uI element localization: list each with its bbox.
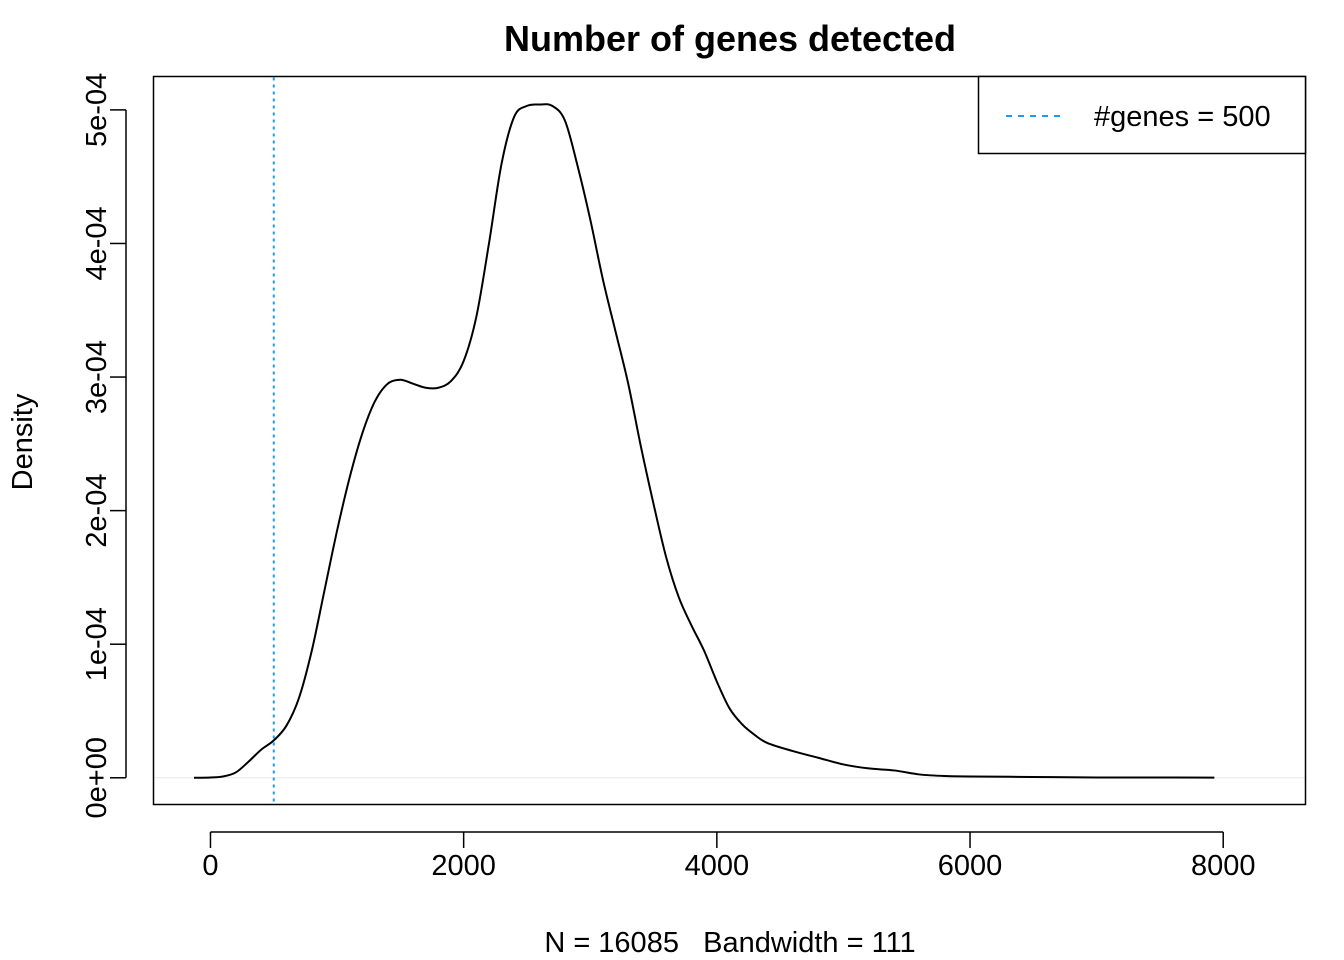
x-axis-label: N = 16085 Bandwidth = 111 (544, 927, 915, 959)
density-curve (193, 103, 1215, 779)
y-tick-label: 4e-04 (81, 206, 113, 280)
y-axis: 0e+00 1e-04 2e-04 3e-04 4e-04 5e-04 (81, 73, 127, 819)
y-axis-label: Density (7, 393, 39, 490)
y-tick-label: 2e-04 (81, 474, 113, 548)
y-tick-label: 5e-04 (81, 73, 113, 147)
x-axis: 0 2000 4000 6000 8000 (202, 831, 1256, 882)
x-tick-label: 8000 (1191, 850, 1256, 882)
y-tick-label: 0e+00 (81, 737, 113, 818)
x-tick-label: 2000 (431, 850, 496, 882)
chart-title: Number of genes detected (504, 18, 956, 59)
plot-frame (152, 75, 1307, 806)
y-tick-label: 1e-04 (81, 607, 113, 681)
legend: #genes = 500 (977, 75, 1307, 155)
y-tick-label: 3e-04 (81, 340, 113, 414)
x-tick-label: 4000 (685, 850, 750, 882)
x-tick-label: 6000 (938, 850, 1003, 882)
x-tick-label: 0 (202, 850, 218, 882)
legend-label: #genes = 500 (1094, 101, 1271, 133)
